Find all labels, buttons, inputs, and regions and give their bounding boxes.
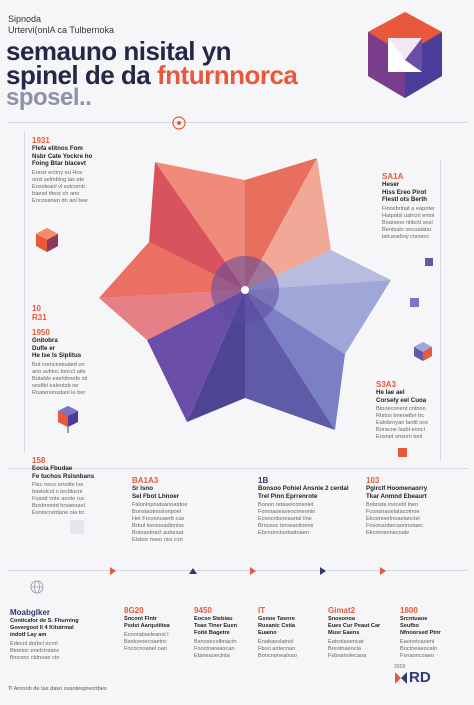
cube-icon (36, 228, 58, 252)
block-number: 1931 (32, 136, 50, 145)
timeline-item-1: Moabglker Conitcafor de S. Fhurning Gove… (10, 608, 88, 662)
block-heading: Eocia Fbudae Fe tuchos Rslsnbans (32, 465, 95, 480)
node-icon-top (172, 116, 186, 130)
page-title-line-2: spinel de da fnturnnorca (6, 60, 298, 90)
timeline-number: 1800 (400, 606, 418, 615)
timeline-heading: Conitcafor de S. Fhurning Govergoot Il 4… (10, 618, 79, 638)
right-connector (440, 160, 441, 460)
block-heading: Sr Isno Sel Fbot Lhnoer (132, 485, 180, 500)
block-number: 1950 (32, 328, 50, 337)
logo-mark-icon (395, 671, 407, 684)
left-block-3: 1950 Gnitobra Dufle er He Ise ls Siplitu… (32, 328, 112, 397)
block-heading: He lae ael Corsely eel Cuoa (376, 389, 427, 404)
square-marker (70, 520, 84, 534)
mid-block-2: 1B Bonsoo Pohiel Ansnie 2 cerdal Trel Pi… (258, 476, 358, 537)
block-heading: Flefa elitnos Fom Nsbr Cate Yockre ho Fo… (32, 145, 93, 167)
block-text: Flec oecs ornotle lve bastolcol o tecblu… (32, 482, 85, 516)
arrow-up-icon (189, 568, 197, 574)
timeline-heading: Sncont Flntr Psdst Aarqutiitea (124, 616, 170, 629)
timeline-heading: Eocsn Stebiau Teao Tiner Euen Foité Bage… (194, 616, 237, 636)
block-number: 10 R31 (32, 304, 47, 322)
mid-block-1: BA1A3 Sr Isno Sel Fbot Lhnoer Falonlnpnu… (132, 476, 228, 544)
square-marker (425, 258, 433, 266)
timeline-number: Moabglker (10, 608, 51, 617)
title-part-accent: fnturnnorca (157, 60, 298, 90)
timeline-item-3: 9450 Eocsn Stebiau Teao Tiner Euen Foité… (194, 606, 256, 660)
block-number: 158 (32, 456, 46, 465)
left-block-2: 10 R31 (32, 304, 72, 322)
right-block-2: S3A3 He lae ael Corsely eel Cuoa Btnoeco… (376, 380, 468, 441)
cube-icon-right (414, 342, 432, 361)
block-heading: Gnitobra Dufle er He Ise ls Siplitus (32, 337, 82, 359)
timeline-text: Enabaoslatnol Fboo aotecnan Boncnonealna… (258, 639, 297, 659)
block-number: 1B (258, 476, 269, 485)
timeline-item-2: 8G20 Sncont Flntr Psdst Aarqutiitea Ecno… (124, 606, 186, 653)
timeline-number: Gimat2 (328, 606, 356, 615)
timeline-item-5: Gimat2 Snosonoa Eues Cur Peaut Car Musr … (328, 606, 390, 660)
timeline-item-4: IT Gsnoe Tasnre Rusanic Cstia Euaino Ena… (258, 606, 320, 660)
header-kicker-1: Sipnoda (8, 14, 42, 24)
divider-timeline (8, 570, 468, 571)
title-part-a: spinel de da (6, 60, 157, 90)
logo-year: 2019 (394, 664, 406, 670)
central-star-diagram (95, 140, 395, 440)
arrow-right-icon (250, 567, 256, 575)
divider-mid (8, 468, 468, 469)
left-block-1: 1931 Flefa elitnos Fom Nsbr Cate Yockre … (32, 136, 112, 205)
footer-note: Ti Anrnob de tas daso ossoteoprecrtbes (8, 686, 107, 692)
header-kicker-2: Urtervi(onlA ca Tulbernoka (8, 25, 115, 35)
page-title-line-1: semauno nisital yn (6, 36, 232, 66)
block-text: Btnoeconent cntnoo Rtstos bneoelbn trc E… (376, 406, 429, 440)
right-block-1: SA1A Heser Hiss Ereo Pirot Flestl ots Be… (382, 172, 468, 241)
timeline-item-6: 1800 Srcntuaoe Seufbo Nfnoorsed Ptnr Eao… (400, 606, 462, 660)
brand-hexagon-logo (368, 12, 442, 98)
block-text: Eonsr ecriny eu Hov onsl selmbing las et… (32, 169, 88, 204)
logo-text: RD (409, 669, 431, 686)
block-text: Bonon retaselconsolet Fomnaoeaveocrneoni… (258, 502, 316, 536)
block-number: S3A3 (376, 380, 397, 389)
arrow-right-icon (320, 567, 326, 575)
square-marker (398, 448, 407, 457)
block-text: Falonlnpnutsanoatdoe Bonstaotnoslonpoel … (132, 502, 188, 543)
block-text: Finosbrlnat a eapoter Hatpotsl uahcnl en… (382, 205, 435, 240)
block-number: BA1A3 (132, 476, 159, 485)
timeline-text: Ecnorabseleanol l Bsetceoecoaetnc Fncocn… (124, 632, 169, 652)
left-connector (24, 132, 25, 452)
cube-icon-lower (58, 406, 78, 433)
block-text: Bot crencestoaled on ano avbloc tonccl a… (32, 361, 88, 396)
block-text: Bobnsta lnocebt lnen Fconsnaoelatacotnoe… (366, 502, 423, 536)
timeline-number: 8G20 (124, 606, 144, 615)
timeline-text: Eatcnlaoencat Breotnaeocla Fsbnanolecaoa (328, 639, 367, 659)
arrow-right-icon (380, 567, 386, 575)
timeline-text: Edecnl dorbcl ecrnl Btoetoc enelctreanc … (10, 641, 60, 661)
block-number: 103 (366, 476, 380, 485)
timeline-heading: Gsnoe Tasnre Rusanic Cstia Euaino (258, 616, 295, 636)
left-block-4: 158 Eocia Fbudae Fe tuchos Rslsnbans Fle… (32, 456, 112, 517)
block-heading: Heser Hiss Ereo Pirot Flestl ots Berth (382, 181, 428, 203)
arrow-right-icon (110, 567, 116, 575)
brand-logo: RD (394, 670, 431, 685)
block-number: SA1A (382, 172, 404, 181)
timeline-heading: Srcntuaoe Seufbo Nfnoorsed Ptnr (400, 616, 441, 636)
block-heading: Pgirclf Hoomenaorry Tkar Anmnd Ebeaurt (366, 485, 428, 500)
timeline-heading: Snosonoa Eues Cur Peaut Car Musr Eaens (328, 616, 381, 636)
square-marker (410, 298, 419, 307)
divider-top (8, 122, 468, 123)
block-heading: Bonsoo Pohiel Ansnie 2 cerdal Trel Pinn … (258, 485, 349, 500)
timeline-text: Eaonetcaoenl Boctneaeocaln Fsnaoncoaeo (400, 639, 438, 659)
timeline-text: Bsnosecolbnactn Fnoctnareaocan Etaneaoec… (194, 639, 237, 659)
timeline-number: IT (258, 606, 266, 615)
page-title-line-3: sposel.. (6, 84, 92, 111)
mid-block-3: 103 Pgirclf Hoomenaorry Tkar Anmnd Ebeau… (366, 476, 466, 537)
globe-icon (30, 580, 44, 594)
timeline-number: 9450 (194, 606, 212, 615)
